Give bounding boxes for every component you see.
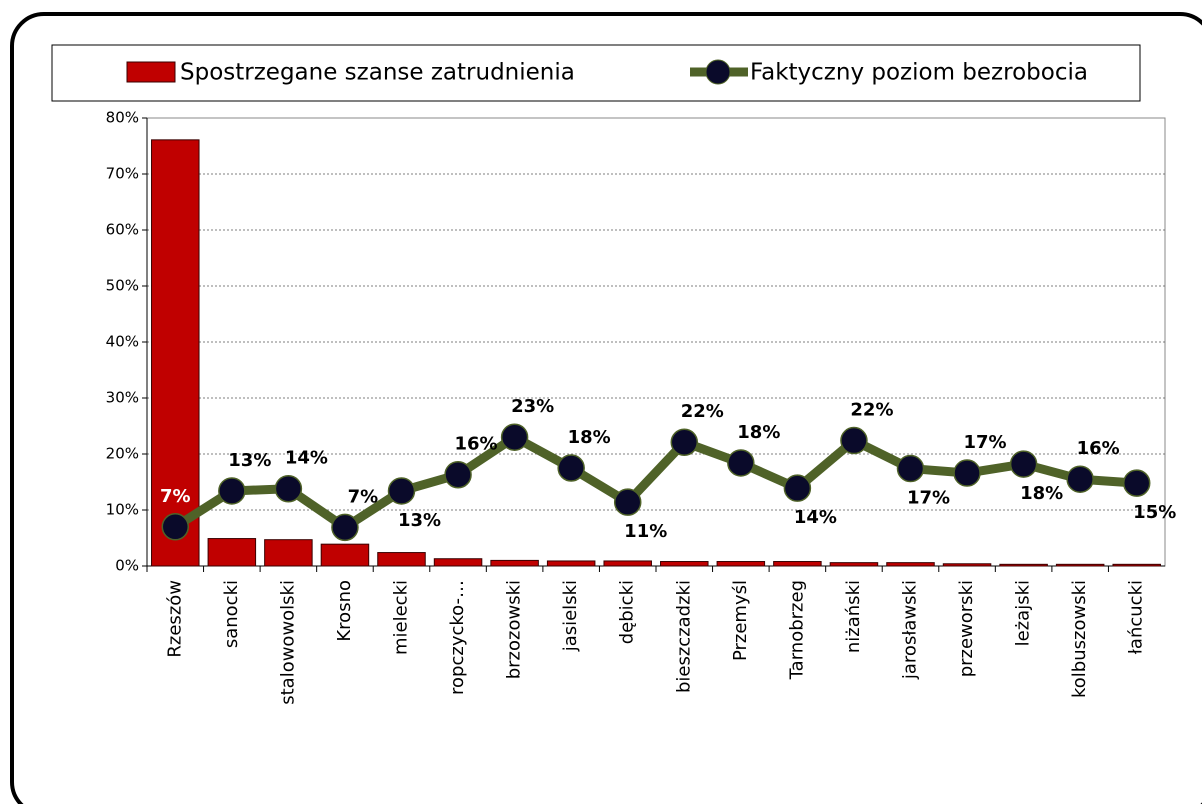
legend-swatch	[126, 61, 176, 83]
data-label: 14%	[285, 448, 328, 469]
data-label: 18%	[737, 422, 780, 443]
bar	[773, 561, 822, 567]
data-label: 16%	[1077, 438, 1120, 459]
bar	[999, 563, 1048, 567]
bar	[546, 560, 596, 567]
y-tick-label: 80%	[106, 109, 139, 127]
bar	[151, 139, 200, 567]
y-tick-label: 10%	[106, 501, 139, 519]
data-label: 7%	[348, 486, 379, 507]
data-label: 13%	[398, 510, 441, 531]
bar	[1112, 563, 1161, 567]
x-tick-label: Przemyśl	[730, 580, 751, 661]
x-tick-label: Tarnobrzeg	[786, 580, 807, 680]
x-tick-label: brzozowski	[504, 580, 525, 679]
x-tick-label: jarosławski	[900, 580, 921, 680]
data-label: 13%	[228, 450, 271, 471]
marker	[274, 474, 303, 503]
bar	[886, 562, 935, 567]
x-tick-label: kolbuszowski	[1069, 580, 1090, 698]
y-tick-label: 0%	[115, 557, 139, 575]
x-tick-label: przeworski	[956, 580, 977, 677]
bar	[603, 560, 652, 567]
y-tick-label: 30%	[106, 389, 139, 407]
x-tick-label: jasielski	[560, 580, 581, 652]
marker	[557, 454, 585, 482]
x-tick-label: łańcucki	[1126, 580, 1147, 654]
marker	[727, 449, 755, 477]
x-tick-label: Krosno	[334, 580, 355, 642]
data-label: 17%	[907, 488, 950, 509]
legend-label: Spostrzegane szanse zatrudnienia	[180, 60, 575, 86]
bar	[320, 543, 370, 567]
marker	[1122, 469, 1151, 497]
bar	[942, 563, 992, 567]
y-tick-label: 70%	[106, 165, 139, 183]
bar	[829, 562, 879, 567]
y-tick-label: 60%	[106, 221, 139, 239]
bar	[207, 538, 257, 567]
data-label: 7%	[160, 486, 191, 507]
bar	[1055, 563, 1105, 567]
marker	[387, 477, 416, 505]
marker	[840, 426, 868, 455]
bar	[264, 539, 313, 567]
frame	[10, 12, 1202, 804]
data-label: 22%	[681, 401, 724, 422]
x-tick-label: ropczycko-…	[447, 580, 468, 695]
marker	[670, 428, 699, 456]
x-tick-label: dębicki	[617, 580, 638, 644]
marker	[896, 454, 925, 483]
bar	[490, 559, 539, 567]
marker	[1066, 465, 1094, 493]
bar	[716, 561, 766, 567]
marker	[613, 488, 642, 516]
marker	[444, 460, 472, 489]
bar	[660, 561, 709, 567]
x-tick-label: Rzeszów	[164, 580, 185, 658]
data-label: 15%	[1133, 502, 1176, 523]
data-label: 17%	[964, 432, 1007, 453]
data-label: 14%	[794, 507, 837, 528]
bar	[433, 558, 483, 567]
y-tick-label: 50%	[106, 277, 139, 295]
data-label: 18%	[1020, 483, 1063, 504]
marker	[500, 423, 529, 451]
x-tick-label: mielecki	[391, 580, 412, 655]
x-tick-label: bieszczadzki	[673, 580, 694, 693]
data-label: 18%	[568, 427, 611, 448]
legend-marker	[705, 59, 731, 85]
y-tick-label: 40%	[106, 333, 139, 351]
data-label: 23%	[511, 396, 554, 417]
y-tick-label: 20%	[106, 445, 139, 463]
x-tick-label: stalowowolski	[277, 580, 298, 705]
legend-box	[51, 44, 1141, 102]
data-label: 16%	[455, 434, 498, 455]
marker	[331, 513, 359, 542]
x-tick-label: leżajski	[1013, 580, 1034, 646]
marker	[1009, 450, 1038, 478]
marker	[218, 477, 246, 505]
marker	[953, 459, 981, 487]
data-label: 22%	[850, 400, 893, 421]
marker	[783, 474, 812, 502]
legend-label: Faktyczny poziom bezrobocia	[750, 60, 1088, 86]
bar	[377, 552, 426, 567]
data-label: 11%	[624, 521, 667, 542]
x-tick-label: niżański	[843, 580, 864, 653]
x-tick-label: sanocki	[221, 580, 242, 648]
marker	[161, 513, 190, 541]
